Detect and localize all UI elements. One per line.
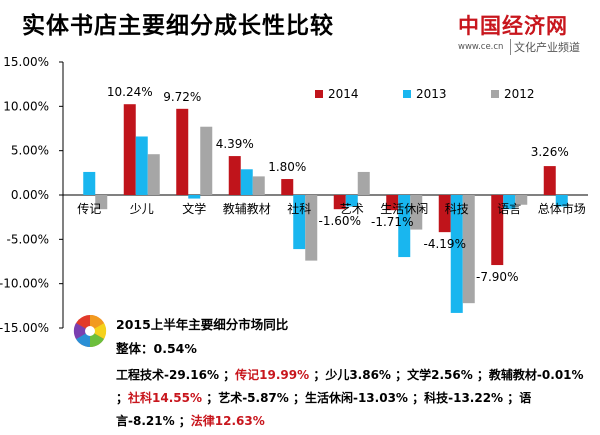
page-title: 实体书店主要细分成长性比较 (22, 13, 334, 39)
bar-2013-6 (398, 195, 411, 258)
bar-2014-1 (123, 104, 136, 195)
x-tick-label: 文学 (182, 201, 206, 216)
bar-2013-7 (450, 195, 463, 313)
x-tick-label: 生活休闲 (380, 202, 428, 216)
y-tick-label: -10.00% (0, 277, 49, 291)
bar-2013-4 (293, 195, 306, 250)
note-highlight: 社科14.55% (128, 391, 207, 405)
x-tick-label: 总体市场 (538, 201, 586, 216)
y-tick-label: 5.00% (11, 144, 49, 158)
bar-2013-9 (555, 195, 568, 207)
data-label: -7.90% (476, 270, 518, 284)
data-label: 4.39% (216, 137, 254, 151)
bar-2012-2 (200, 126, 213, 195)
legend-label: 2013 (416, 87, 447, 101)
bar-2013-2 (188, 195, 201, 199)
bar-2013-5 (345, 195, 358, 207)
x-tick-label: 艺术 (340, 202, 364, 216)
x-tick-label: 传记 (77, 201, 101, 216)
x-tick-label: 少儿 (130, 202, 154, 216)
y-tick-label: -5.00% (7, 232, 49, 246)
bar-2014-8 (491, 195, 504, 266)
bar-2014-2 (176, 108, 189, 195)
bar-2012-6 (410, 195, 423, 230)
bar-2012-7 (462, 195, 475, 304)
note-text: ；艺术-5.87% ；生活休闲-13.03% ；科技-13.22% ；语言-8.… (116, 391, 532, 428)
bar-2012-0 (95, 195, 108, 210)
legend-swatch-2013 (403, 90, 411, 98)
color-wheel-icon (73, 314, 107, 348)
legend-label: 2014 (328, 87, 359, 101)
data-label: -1.71% (371, 215, 413, 229)
y-tick-label: 10.00% (3, 99, 49, 113)
bar-2012-3 (252, 176, 265, 195)
logo-subtitle: 文化产业频道 (510, 39, 580, 55)
y-tick-label: -15.00% (0, 321, 49, 335)
site-logo: 中国经济网 www.ce.cn 文化产业频道 (458, 10, 593, 60)
bar-2014-6 (386, 195, 399, 211)
data-label: -1.60% (319, 214, 361, 228)
logo-url: www.ce.cn (458, 42, 504, 52)
note-text: 工程技术-29.16% ； (116, 368, 236, 382)
bar-2012-4 (305, 195, 318, 261)
data-label: 1.80% (268, 160, 306, 174)
bar-2014-3 (228, 156, 241, 195)
note-title: 2015上半年主要细分市场同比 (116, 317, 289, 332)
bar-2014-4 (281, 179, 294, 195)
bar-2014-9 (543, 166, 556, 195)
y-tick-label: 15.00% (3, 55, 49, 69)
bar-2012-8 (515, 195, 528, 205)
note-overall: 整体：0.54% (116, 341, 197, 356)
bar-2013-1 (135, 136, 148, 195)
legend-swatch-2012 (491, 90, 499, 98)
x-tick-label: 语言 (497, 202, 521, 216)
bar-2013-8 (503, 195, 516, 210)
data-label: 9.72% (163, 90, 201, 104)
y-tick-label: 0.00% (11, 188, 49, 202)
bar-2012-1 (147, 154, 160, 195)
bar-2013-0 (83, 171, 96, 195)
data-label: 3.26% (531, 145, 569, 159)
bar-2014-7 (438, 195, 451, 233)
logo-name: 中国经济网 (458, 13, 568, 38)
bar-2013-3 (240, 169, 253, 195)
x-tick-label: 科技 (445, 202, 469, 216)
data-label: -4.19% (424, 237, 466, 251)
note-text: ；少儿3.86% ；文学2.56% ；教辅教材-0.01% ； (116, 368, 584, 405)
bar-2012-5 (357, 171, 370, 195)
note-highlight: 法律12.63% (190, 414, 265, 428)
bar-2014-5 (333, 195, 346, 210)
x-tick-label: 教辅教材 (223, 201, 271, 216)
note-highlight: 传记19.99% (235, 368, 314, 382)
legend-swatch-2014 (315, 90, 323, 98)
data-label: 10.24% (107, 85, 153, 99)
legend-label: 2012 (504, 87, 535, 101)
note-body: 工程技术-29.16% ；传记19.99% ；少儿3.86% ；文学2.56% … (116, 364, 586, 433)
x-tick-label: 社科 (287, 201, 311, 216)
